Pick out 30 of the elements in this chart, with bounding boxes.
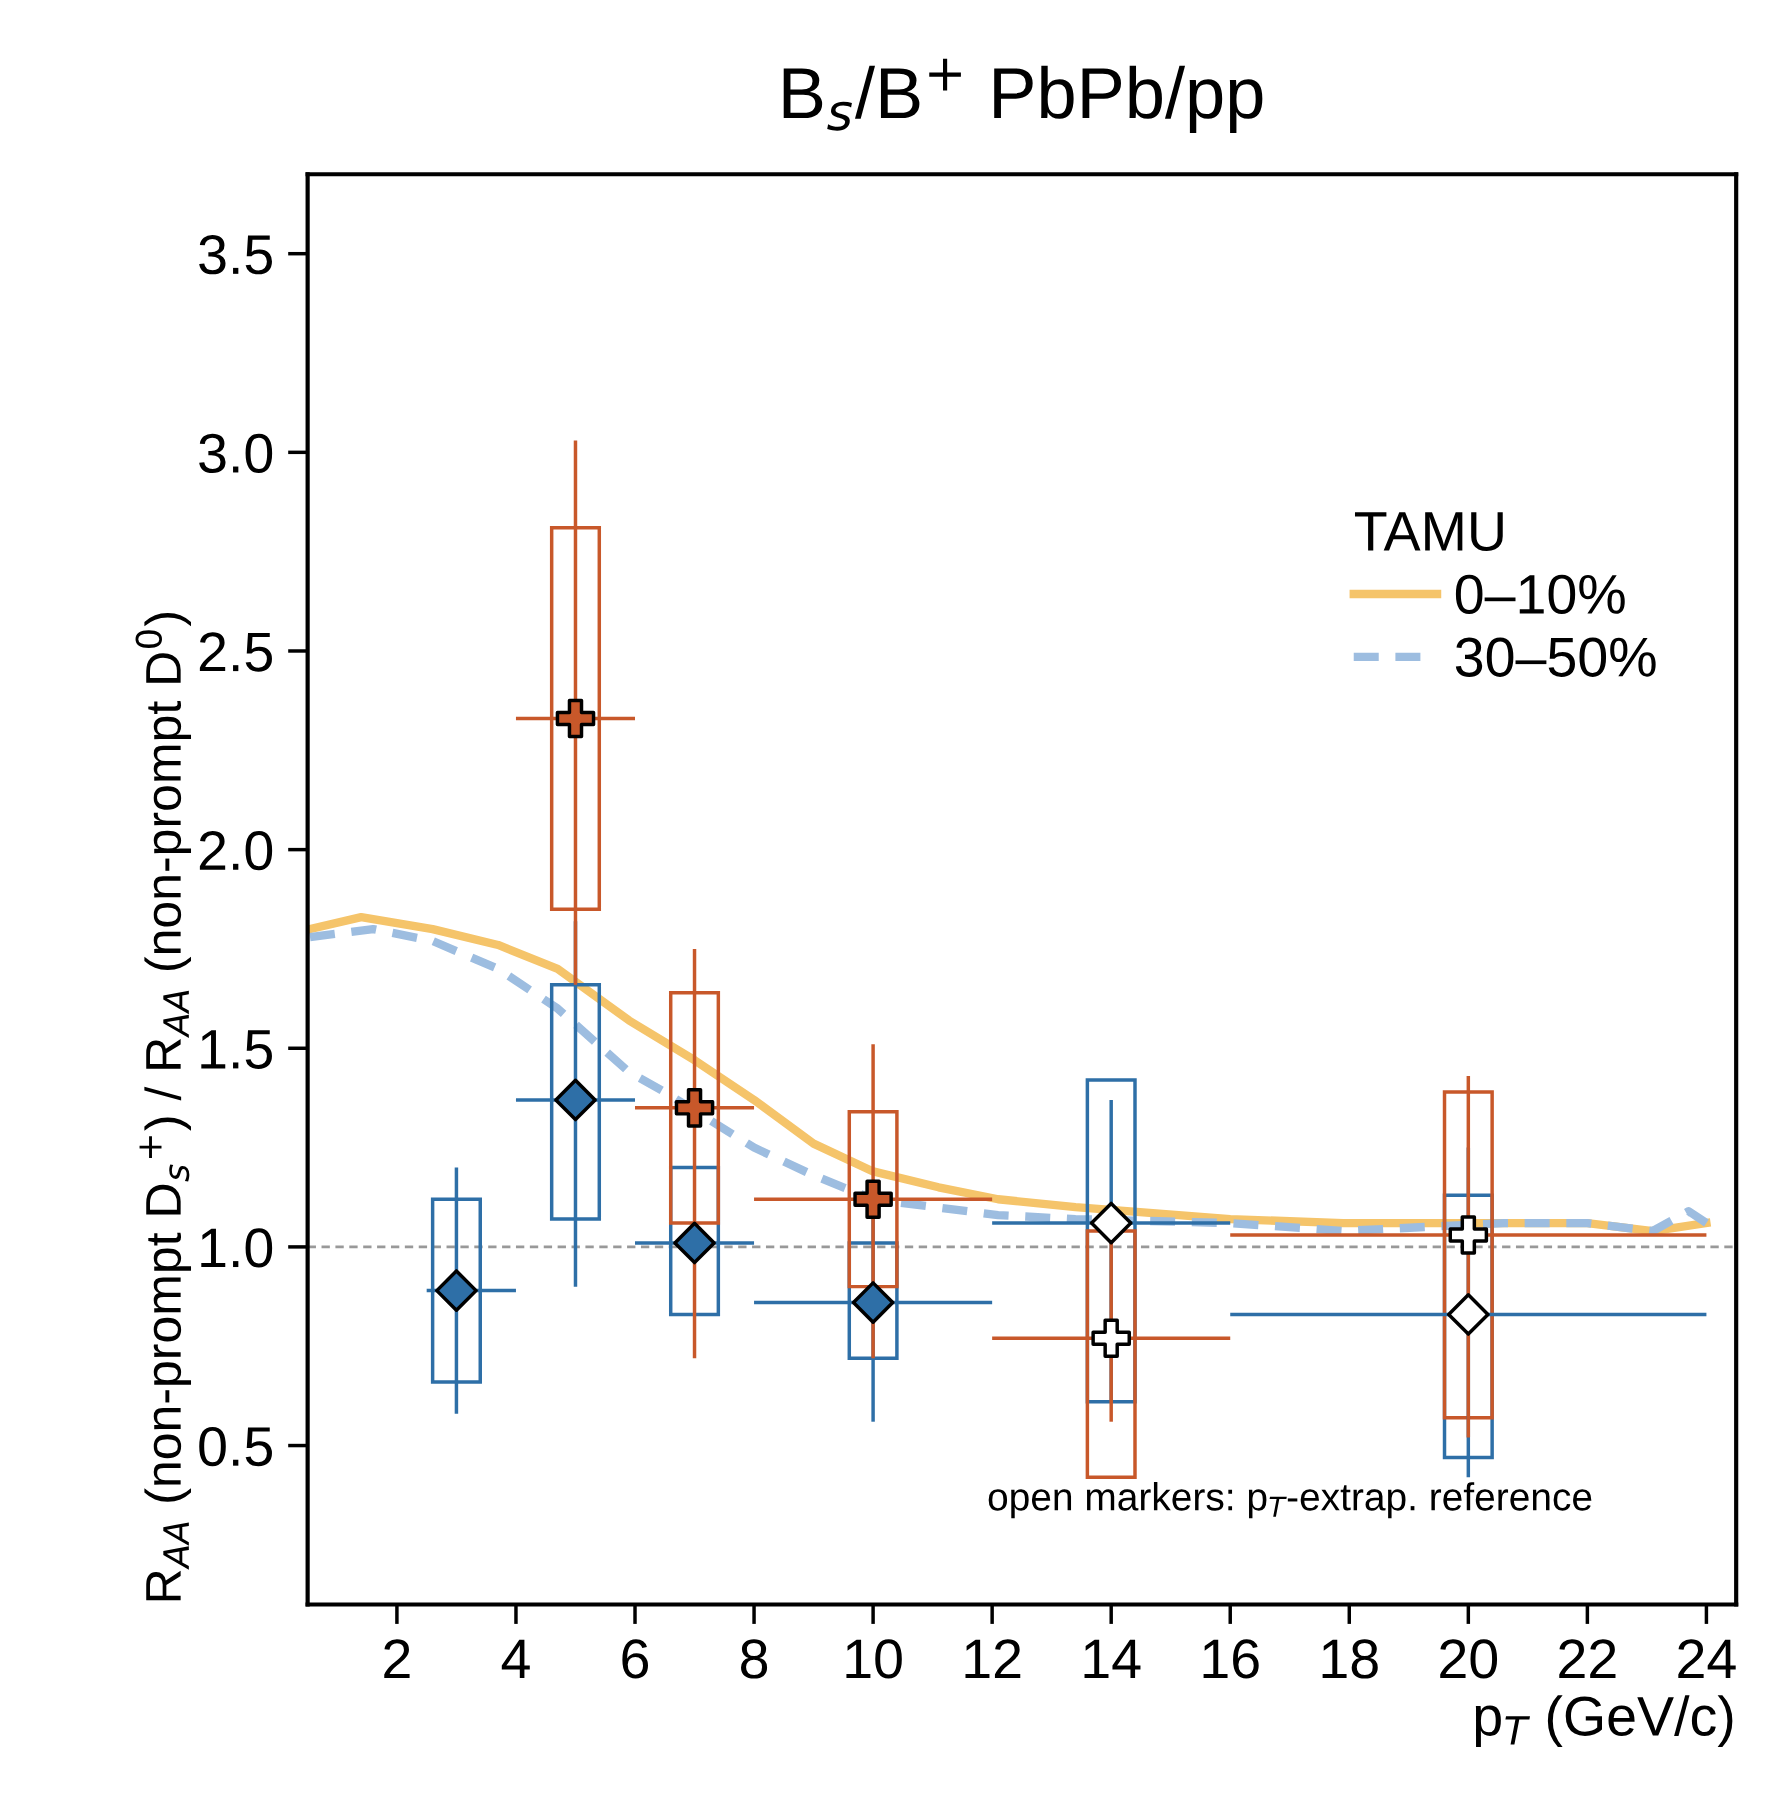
point: [554, 1078, 597, 1122]
x-tick-label: 14: [1084, 1639, 1141, 1679]
chart-title: B$_{s}$/B$^{+}$ PbPb/pp: [783, 58, 1263, 134]
x-tick-label: 6: [622, 1639, 649, 1679]
point: [435, 1269, 478, 1312]
x-tick-label: 12: [965, 1639, 1021, 1679]
y-tick-label: 3.5: [199, 235, 272, 275]
annotation: open markers: p$_{T}$-extrap. reference: [988, 1482, 1592, 1519]
x-axis-title: p$_{T}$ (GeV/c): [1475, 1695, 1733, 1747]
x-tick-label: 8: [741, 1639, 768, 1679]
x-tick-label: 22: [1559, 1639, 1616, 1679]
point: [1089, 1201, 1133, 1245]
legend-label: 0–10%: [1455, 574, 1625, 614]
y-tick-label: 1.0: [201, 1228, 273, 1268]
x-tick-label: 24: [1678, 1639, 1736, 1679]
y-tick-label: 1.5: [201, 1030, 272, 1069]
x-tick-label: 10: [846, 1639, 902, 1679]
text: R$_{AA}$ (non-prompt D$_{s}$$^{+}$) / R$_{AA}$ (non-prompt D$^{0}$): [135, 613, 192, 1601]
y-tick-label: 2.0: [199, 830, 273, 871]
legend-title: TAMU: [1354, 512, 1503, 552]
y-tick-label: 0.5: [199, 1426, 272, 1467]
x-tick-label: 18: [1322, 1639, 1378, 1679]
x-tick-label: 20: [1440, 1639, 1498, 1679]
x-tick-label: 2: [384, 1639, 410, 1679]
y-tick-label: 3.0: [199, 433, 273, 474]
legend-label: 30–50%: [1455, 637, 1656, 677]
x-tick-label: 4: [501, 1639, 530, 1679]
point: [1446, 1293, 1490, 1336]
x-tick-label: 16: [1203, 1639, 1259, 1679]
y-tick-label: 2.5: [199, 632, 272, 672]
